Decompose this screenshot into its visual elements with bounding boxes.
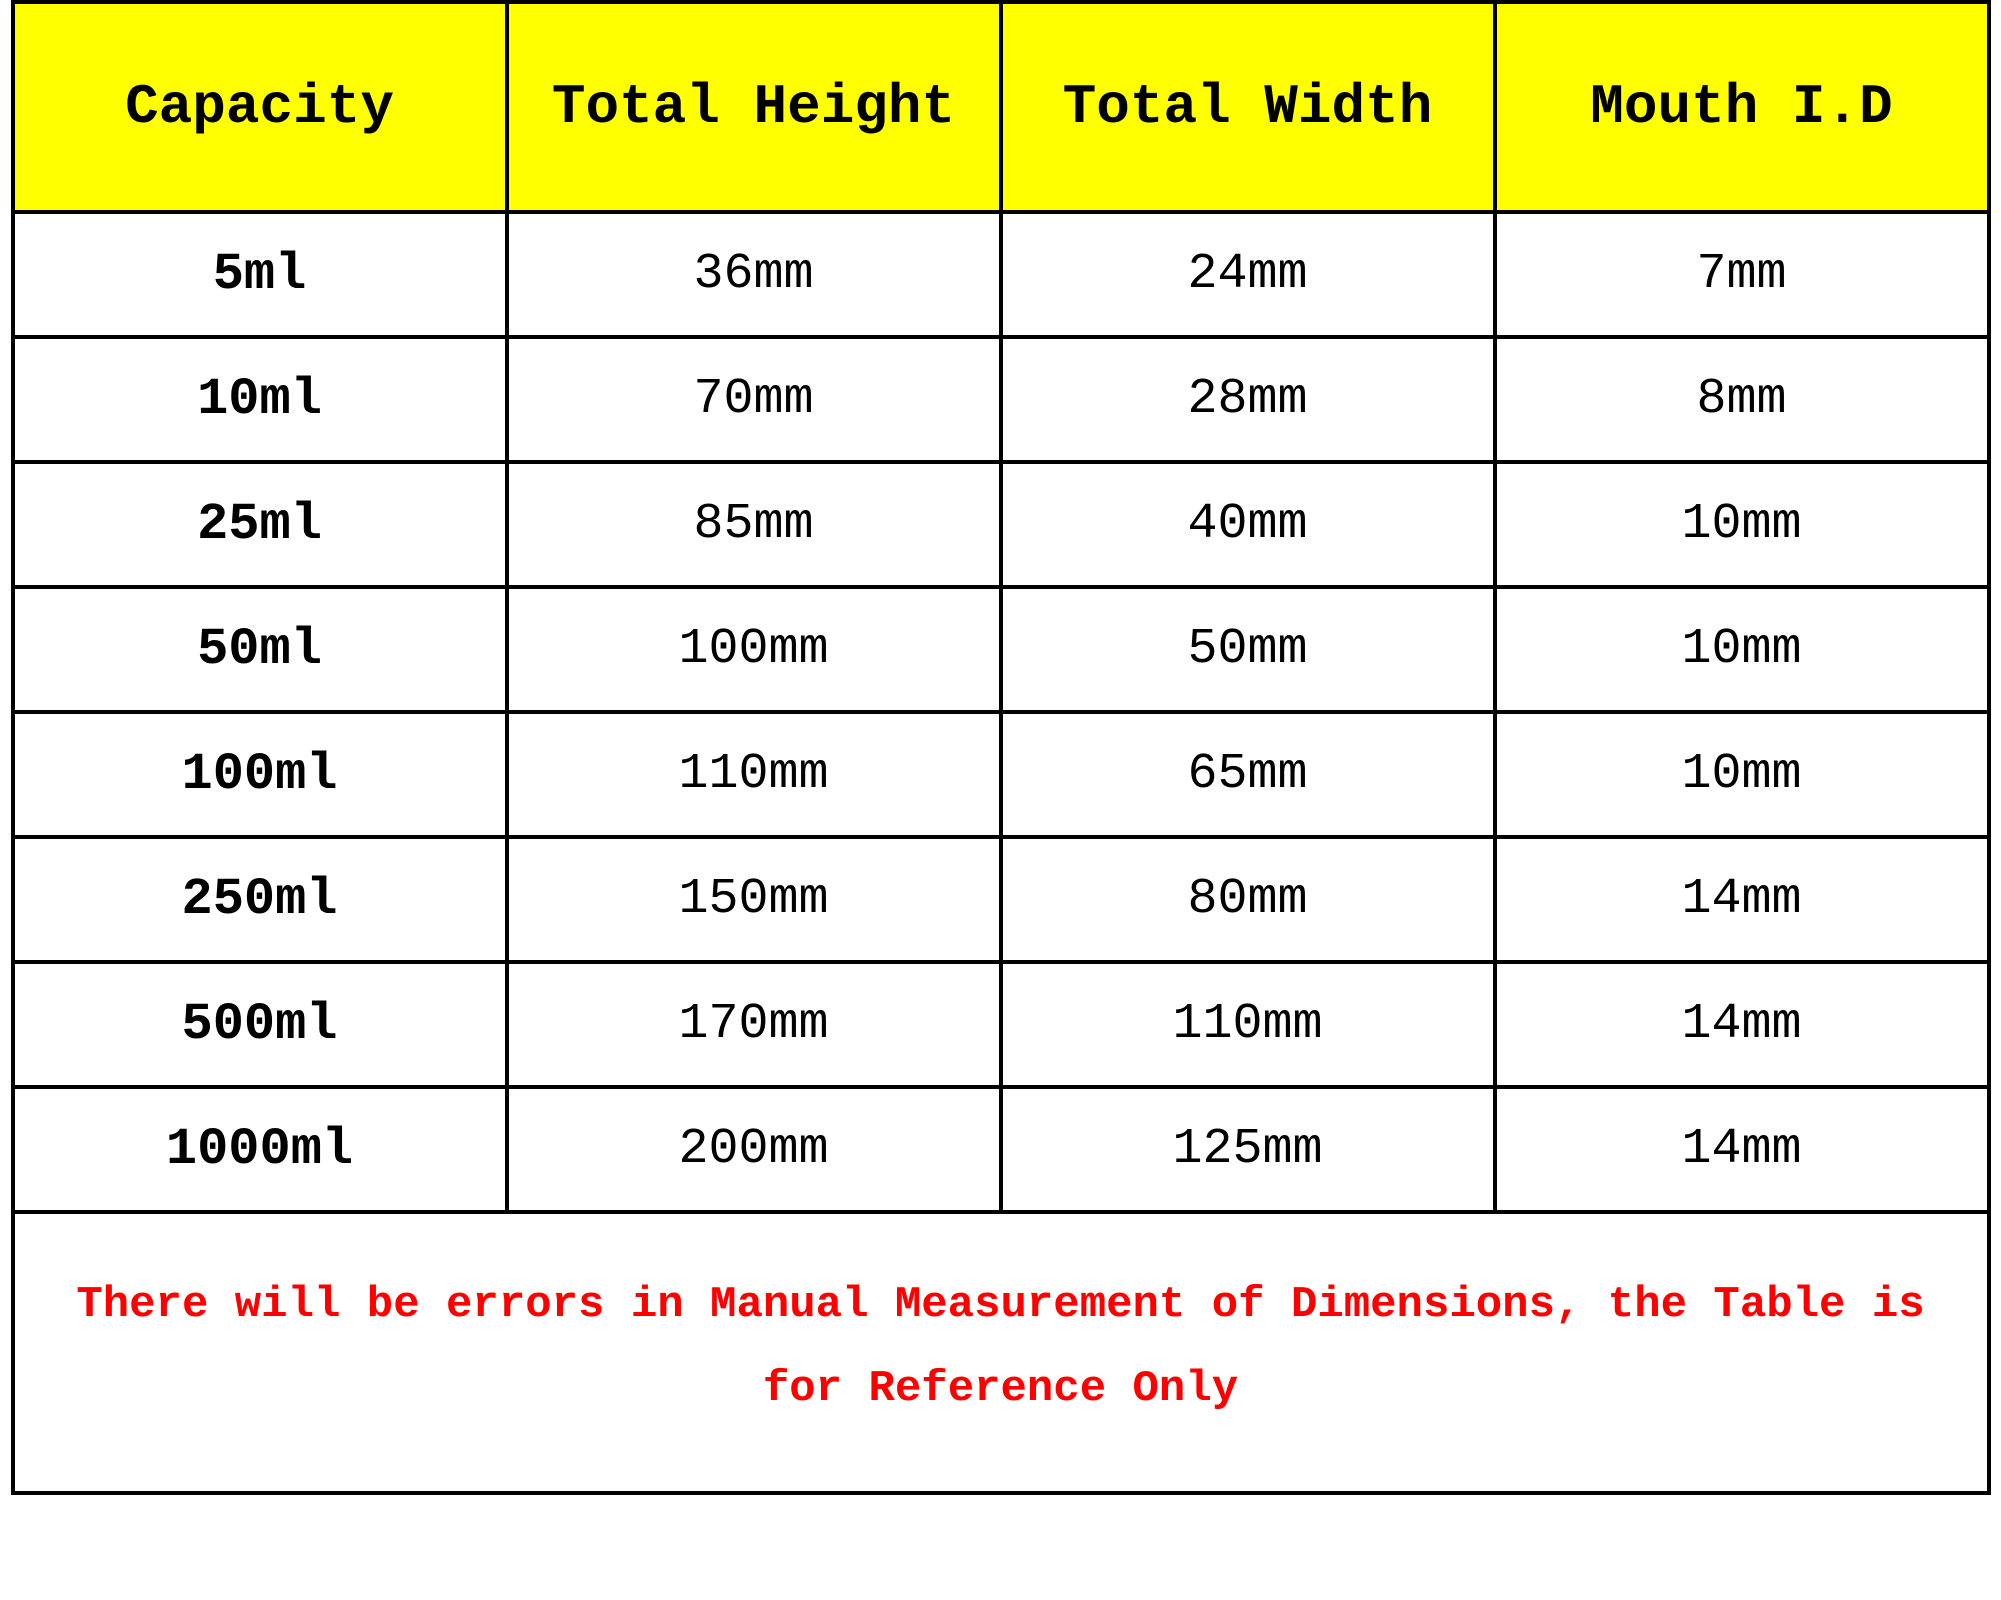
- cell-capacity: 250ml: [13, 837, 507, 962]
- cell-total-width: 40mm: [1001, 462, 1495, 587]
- footer-note: There will be errors in Manual Measureme…: [13, 1212, 1989, 1493]
- col-header-capacity: Capacity: [13, 2, 507, 212]
- cell-capacity: 500ml: [13, 962, 507, 1087]
- cell-capacity: 100ml: [13, 712, 507, 837]
- cell-total-width: 80mm: [1001, 837, 1495, 962]
- table-row: 1000ml 200mm 125mm 14mm: [13, 1087, 1989, 1212]
- table-row: 50ml 100mm 50mm 10mm: [13, 587, 1989, 712]
- cell-mouth-id: 10mm: [1495, 587, 1989, 712]
- cell-total-width: 28mm: [1001, 337, 1495, 462]
- table-row: 250ml 150mm 80mm 14mm: [13, 837, 1989, 962]
- table-row: 10ml 70mm 28mm 8mm: [13, 337, 1989, 462]
- table-body: 5ml 36mm 24mm 7mm 10ml 70mm 28mm 8mm 25m…: [13, 212, 1989, 1212]
- cell-mouth-id: 10mm: [1495, 462, 1989, 587]
- cell-total-height: 200mm: [507, 1087, 1001, 1212]
- cell-total-width: 110mm: [1001, 962, 1495, 1087]
- cell-mouth-id: 14mm: [1495, 962, 1989, 1087]
- col-header-total-height: Total Height: [507, 2, 1001, 212]
- cell-capacity: 10ml: [13, 337, 507, 462]
- cell-total-width: 50mm: [1001, 587, 1495, 712]
- cell-total-width: 24mm: [1001, 212, 1495, 337]
- cell-total-height: 170mm: [507, 962, 1001, 1087]
- cell-total-height: 85mm: [507, 462, 1001, 587]
- cell-mouth-id: 10mm: [1495, 712, 1989, 837]
- spec-table-container: Capacity Total Height Total Width Mouth …: [11, 0, 1991, 1495]
- table-header-row: Capacity Total Height Total Width Mouth …: [13, 2, 1989, 212]
- cell-mouth-id: 7mm: [1495, 212, 1989, 337]
- table-row: 100ml 110mm 65mm 10mm: [13, 712, 1989, 837]
- cell-total-height: 100mm: [507, 587, 1001, 712]
- cell-mouth-id: 14mm: [1495, 1087, 1989, 1212]
- cell-total-width: 65mm: [1001, 712, 1495, 837]
- cell-total-height: 150mm: [507, 837, 1001, 962]
- cell-mouth-id: 14mm: [1495, 837, 1989, 962]
- cell-mouth-id: 8mm: [1495, 337, 1989, 462]
- col-header-total-width: Total Width: [1001, 2, 1495, 212]
- cell-total-height: 70mm: [507, 337, 1001, 462]
- cell-capacity: 1000ml: [13, 1087, 507, 1212]
- cell-capacity: 25ml: [13, 462, 507, 587]
- cell-capacity: 50ml: [13, 587, 507, 712]
- spec-table: Capacity Total Height Total Width Mouth …: [11, 0, 1991, 1495]
- cell-total-height: 36mm: [507, 212, 1001, 337]
- cell-total-height: 110mm: [507, 712, 1001, 837]
- table-footer-row: There will be errors in Manual Measureme…: [13, 1212, 1989, 1493]
- col-header-mouth-id: Mouth I.D: [1495, 2, 1989, 212]
- cell-capacity: 5ml: [13, 212, 507, 337]
- table-row: 25ml 85mm 40mm 10mm: [13, 462, 1989, 587]
- cell-total-width: 125mm: [1001, 1087, 1495, 1212]
- table-row: 500ml 170mm 110mm 14mm: [13, 962, 1989, 1087]
- table-row: 5ml 36mm 24mm 7mm: [13, 212, 1989, 337]
